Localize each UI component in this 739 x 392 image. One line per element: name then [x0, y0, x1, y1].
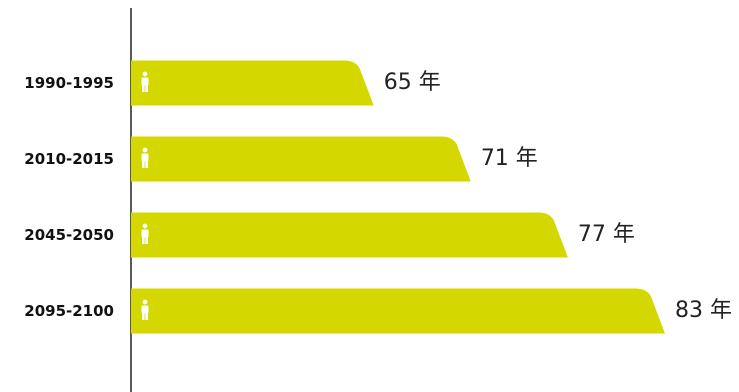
person-icon	[141, 299, 149, 320]
bar-2010-2015	[131, 136, 471, 182]
person-icon	[141, 71, 149, 92]
person-icon	[141, 223, 149, 244]
value-label: 71 年	[481, 146, 538, 171]
category-label: 2010-2015	[24, 150, 114, 168]
category-label: 2095-2100	[24, 302, 114, 320]
person-icon	[141, 147, 149, 168]
bar-2095-2100	[131, 288, 665, 334]
bar-2045-2050	[131, 212, 568, 258]
value-label: 65 年	[384, 70, 441, 95]
value-label: 83 年	[675, 298, 732, 323]
bar-1990-1995	[131, 60, 374, 106]
bars-group: 1990-1995 65 年 2010-2015 71 年 2045-2050 77 年 2…	[24, 60, 732, 334]
category-label: 1990-1995	[24, 74, 114, 92]
value-label: 77 年	[578, 222, 635, 247]
category-label: 2045-2050	[24, 226, 114, 244]
